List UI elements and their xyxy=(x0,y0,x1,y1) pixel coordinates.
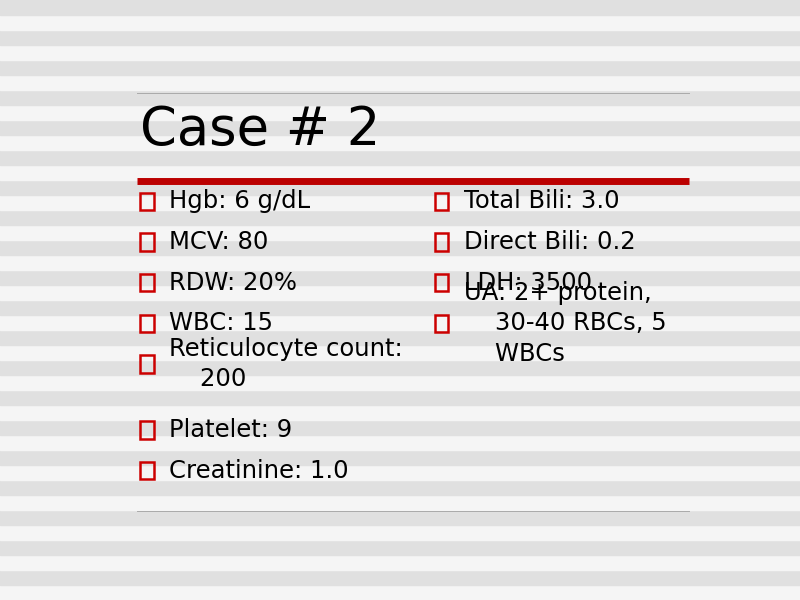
Text: RDW: 20%: RDW: 20% xyxy=(170,271,298,295)
Text: Creatinine: 1.0: Creatinine: 1.0 xyxy=(170,459,349,483)
Bar xyxy=(435,314,449,332)
Bar xyxy=(140,314,154,332)
Text: WBC: 15: WBC: 15 xyxy=(170,311,274,335)
Text: MCV: 80: MCV: 80 xyxy=(170,230,269,254)
Text: Platelet: 9: Platelet: 9 xyxy=(170,418,293,442)
Bar xyxy=(435,193,449,210)
Text: UA: 2+ protein,
    30-40 RBCs, 5
    WBCs: UA: 2+ protein, 30-40 RBCs, 5 WBCs xyxy=(464,281,666,366)
Bar xyxy=(140,193,154,210)
Bar xyxy=(140,274,154,292)
Bar xyxy=(140,355,154,373)
Bar xyxy=(435,233,449,251)
Text: Direct Bili: 0.2: Direct Bili: 0.2 xyxy=(464,230,635,254)
Text: Reticulocyte count:
    200: Reticulocyte count: 200 xyxy=(170,337,403,391)
Text: Case # 2: Case # 2 xyxy=(140,104,381,156)
Bar xyxy=(140,421,154,439)
Text: Hgb: 6 g/dL: Hgb: 6 g/dL xyxy=(170,190,310,214)
Bar xyxy=(140,462,154,479)
Bar xyxy=(140,233,154,251)
Text: Total Bili: 3.0: Total Bili: 3.0 xyxy=(464,190,619,214)
Text: LDH: 3500: LDH: 3500 xyxy=(464,271,592,295)
Bar xyxy=(435,274,449,292)
